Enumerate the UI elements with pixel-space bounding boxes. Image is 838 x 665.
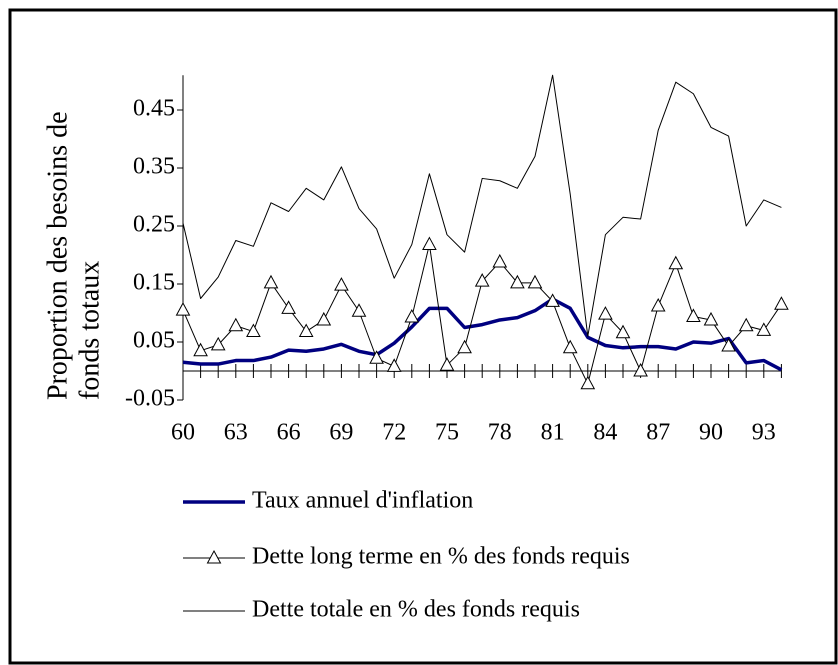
y-tick-label: 0.05	[133, 328, 175, 354]
x-tick-label: 78	[488, 420, 512, 446]
marker	[545, 293, 560, 307]
marker	[474, 273, 490, 287]
marker	[650, 297, 666, 312]
marker	[686, 308, 701, 322]
marker	[580, 375, 596, 390]
legend-label: Dette long terme en % des fonds requis	[252, 544, 630, 570]
y-tick-label: 0.45	[133, 96, 175, 122]
y-axis-title: Proportion des besoins de fonds totaux	[42, 111, 105, 400]
marker	[263, 274, 279, 289]
marker	[562, 339, 578, 354]
series-line	[182, 74, 782, 337]
x-tick-label: 63	[224, 420, 248, 446]
marker	[668, 255, 684, 270]
x-tick-label: 87	[646, 420, 670, 446]
marker	[281, 300, 296, 314]
marker	[510, 274, 525, 289]
marker	[404, 309, 420, 323]
marker	[738, 317, 754, 332]
marker	[298, 323, 314, 338]
frame	[8, 8, 838, 665]
x-tick-label: 90	[699, 420, 723, 446]
marker	[703, 311, 719, 326]
marker	[316, 311, 332, 326]
marker	[369, 350, 384, 364]
marker	[756, 322, 772, 336]
marker	[598, 306, 613, 320]
marker	[193, 342, 208, 357]
x-tick-label: 69	[329, 420, 353, 446]
marker	[774, 296, 789, 310]
marker	[386, 358, 402, 372]
legend-label: Dette totale en % des fonds requis	[252, 597, 580, 623]
legend-label: Taux annuel d'inflation	[252, 488, 473, 514]
marker	[492, 253, 508, 268]
y-tick-label: 0.35	[133, 154, 175, 180]
x-tick-label: 81	[541, 420, 565, 446]
marker	[351, 303, 367, 317]
series-line	[182, 297, 783, 372]
marker	[615, 324, 631, 339]
marker	[246, 323, 261, 338]
marker	[228, 317, 244, 332]
y-tick-label: 0.25	[133, 212, 175, 238]
x-tick-label: 72	[382, 420, 406, 446]
marker	[422, 236, 437, 251]
y-axis-title-line: fonds totaux	[74, 261, 105, 400]
marker	[457, 339, 472, 354]
marker	[439, 357, 455, 371]
y-tick-label: -0.05	[125, 386, 175, 412]
y-axis-title-line: Proportion des besoins de	[42, 111, 73, 400]
x-tick-label: 84	[593, 420, 617, 446]
x-tick-label: 60	[171, 420, 195, 446]
marker	[633, 362, 648, 377]
marker	[175, 302, 191, 316]
marker	[210, 336, 226, 351]
marker	[721, 338, 736, 352]
marker	[527, 274, 543, 289]
y-tick-label: 0.15	[133, 270, 175, 296]
x-tick-label: 93	[752, 420, 776, 446]
marker	[334, 277, 349, 291]
x-tick-label: 75	[435, 420, 459, 446]
legend-marker	[206, 549, 222, 564]
x-tick-label: 66	[277, 420, 301, 446]
